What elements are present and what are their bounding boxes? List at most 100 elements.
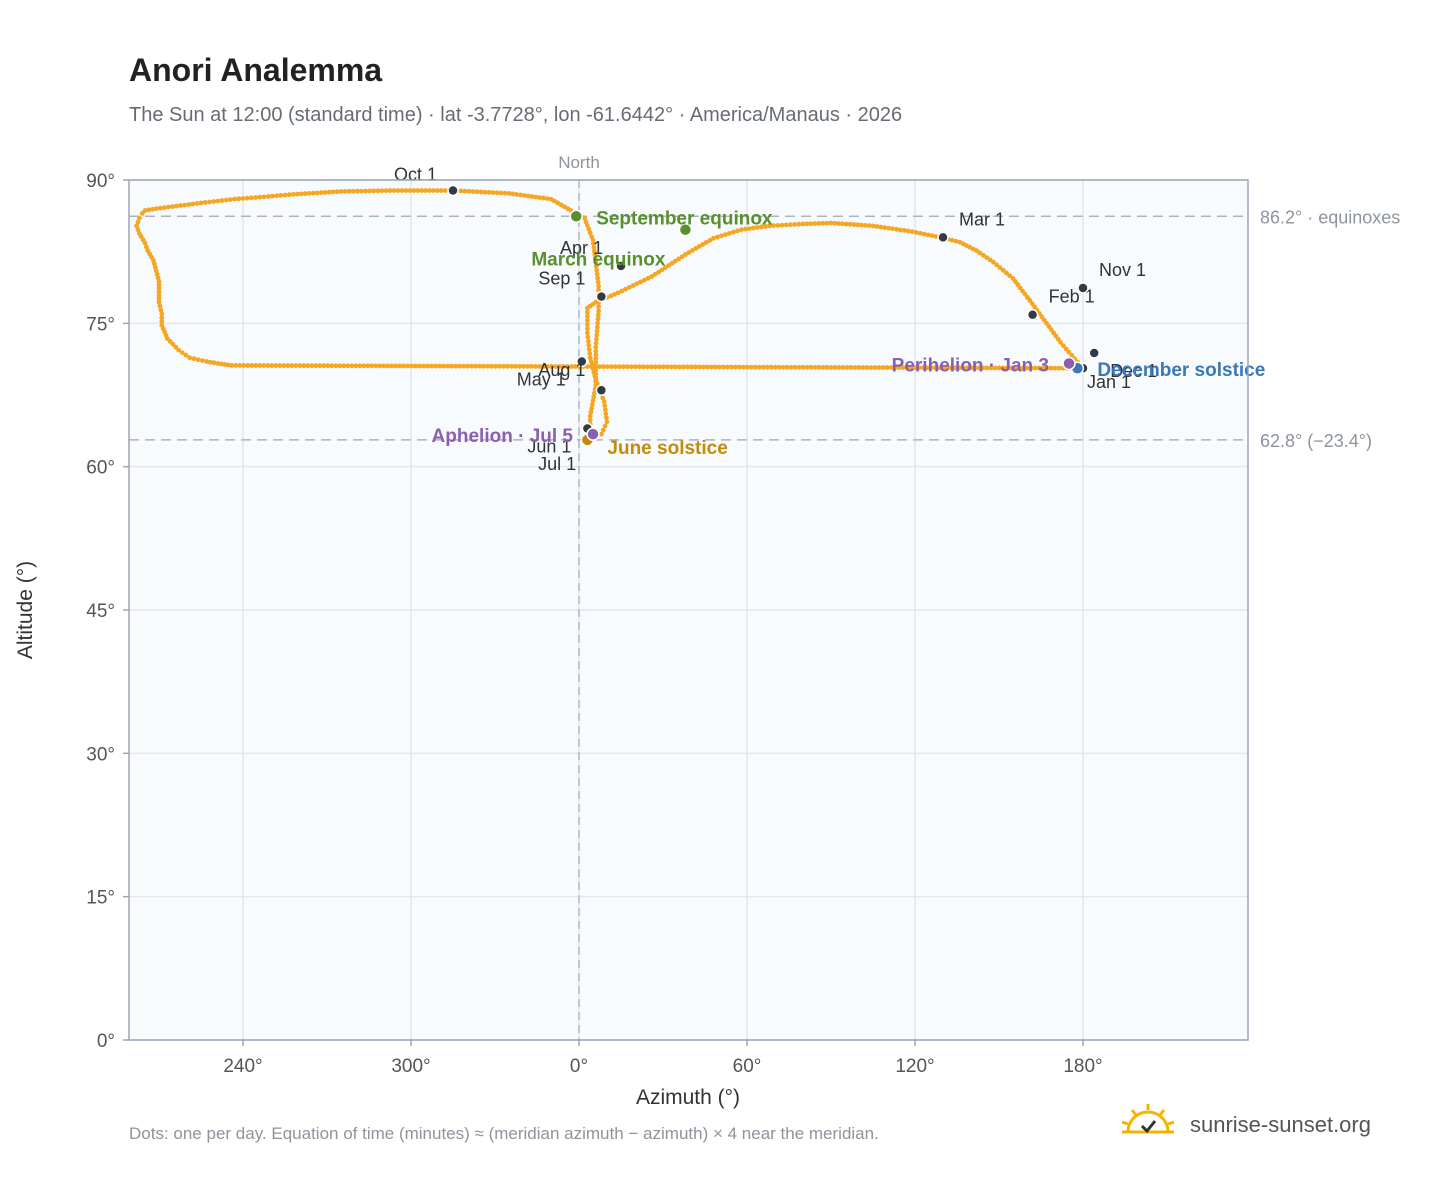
- daily-dot: [509, 363, 514, 369]
- daily-dot: [228, 197, 233, 202]
- daily-dot: [586, 342, 592, 348]
- daily-dot: [585, 313, 590, 319]
- brand-logo[interactable]: sunrise-sunset.org: [1120, 1102, 1420, 1146]
- daily-dot: [462, 188, 468, 194]
- daily-dot: [232, 196, 238, 202]
- daily-dot: [696, 364, 702, 370]
- daily-dot: [852, 365, 858, 370]
- daily-dot: [591, 241, 596, 247]
- daily-dot: [593, 360, 599, 365]
- daily-dot: [150, 206, 155, 212]
- daily-dot: [415, 188, 421, 193]
- daily-dot: [585, 223, 590, 228]
- daily-dot: [739, 227, 744, 233]
- daily-dot: [278, 193, 284, 198]
- daily-dot: [957, 239, 963, 245]
- daily-dot: [649, 274, 655, 279]
- daily-dot: [425, 363, 431, 369]
- daily-dot: [595, 279, 601, 285]
- daily-dot: [594, 332, 600, 338]
- daily-dot: [964, 365, 970, 371]
- daily-dot: [690, 248, 695, 253]
- daily-dot: [816, 364, 822, 370]
- daily-dot: [956, 365, 962, 371]
- y-tick-label: 60°: [86, 458, 115, 479]
- daily-dot: [458, 188, 464, 194]
- daily-dot: [588, 409, 594, 415]
- daily-dot: [157, 205, 163, 211]
- daily-dot: [393, 363, 399, 369]
- daily-dot: [740, 364, 746, 370]
- daily-dot: [237, 363, 243, 368]
- daily-dot: [898, 227, 903, 233]
- daily-dot: [812, 221, 818, 226]
- daily-dot: [361, 363, 367, 369]
- daily-dot: [204, 359, 210, 364]
- daily-dot: [587, 417, 593, 423]
- daily-dot: [489, 363, 494, 369]
- y-tick-label: 45°: [86, 601, 115, 622]
- daily-dot: [285, 363, 291, 368]
- daily-dot: [619, 288, 625, 294]
- daily-dot: [309, 363, 315, 369]
- daily-dot: [732, 364, 738, 370]
- daily-dot: [587, 355, 593, 361]
- daily-dot: [289, 363, 295, 368]
- daily-dot: [940, 365, 946, 371]
- daily-dot: [240, 196, 246, 201]
- daily-dot: [585, 318, 590, 323]
- daily-dot: [521, 193, 527, 198]
- daily-dot: [338, 189, 344, 194]
- daily-dot: [594, 328, 600, 334]
- daily-dot: [297, 363, 303, 369]
- daily-dot: [321, 363, 327, 369]
- daily-dot: [159, 319, 165, 324]
- daily-dot: [708, 364, 714, 370]
- month-label: Mar 1: [959, 209, 1005, 229]
- daily-dot: [365, 363, 371, 369]
- daily-dot: [800, 364, 806, 370]
- daily-dot: [225, 362, 231, 368]
- daily-dot: [743, 226, 748, 232]
- daily-dot: [593, 263, 599, 269]
- daily-dot: [369, 363, 375, 369]
- daily-dot: [357, 363, 363, 369]
- daily-dot: [333, 363, 339, 369]
- daily-dot: [1048, 365, 1054, 371]
- daily-dot: [585, 330, 590, 336]
- daily-dot: [808, 221, 814, 227]
- y-tick-label: 75°: [86, 314, 115, 335]
- daily-dot: [888, 365, 894, 370]
- daily-dot: [752, 364, 758, 370]
- daily-dot: [901, 228, 907, 233]
- daily-dot: [211, 360, 217, 366]
- daily-dot: [236, 196, 242, 202]
- daily-dot: [585, 326, 590, 332]
- daily-dot: [591, 245, 597, 250]
- daily-dot: [884, 365, 890, 370]
- daily-dot: [604, 415, 609, 421]
- daily-dot: [411, 188, 417, 193]
- daily-dot: [686, 250, 692, 255]
- daily-dot: [525, 193, 531, 199]
- daily-dot: [593, 367, 599, 373]
- daily-dot: [874, 224, 880, 229]
- daily-dot: [684, 364, 690, 370]
- chart-title: Anori Analemma: [129, 52, 383, 88]
- daily-dot: [588, 358, 594, 364]
- daily-dot: [909, 229, 915, 235]
- daily-dot: [490, 190, 496, 195]
- daily-dot: [501, 363, 506, 369]
- daily-dot: [561, 364, 566, 369]
- daily-dot: [465, 363, 470, 369]
- daily-dot: [771, 223, 776, 229]
- month-label: Nov 1: [1099, 260, 1146, 280]
- daily-dot: [925, 232, 931, 238]
- daily-dot: [609, 364, 614, 370]
- daily-dot: [427, 188, 432, 193]
- daily-dot: [274, 193, 279, 199]
- daily-dot: [244, 195, 250, 201]
- daily-dot: [215, 361, 221, 366]
- daily-dot: [409, 363, 415, 369]
- daily-dot: [976, 365, 982, 371]
